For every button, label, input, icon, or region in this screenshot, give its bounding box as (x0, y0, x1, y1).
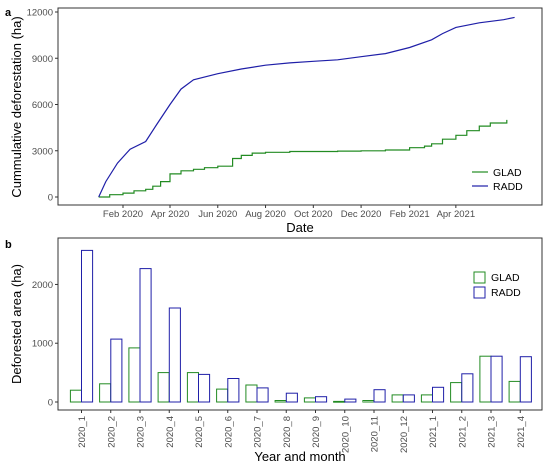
bar-radd-2020_10 (344, 398, 357, 403)
bar-radd-2020_1 (81, 249, 94, 403)
bar-radd-2020_8 (285, 392, 298, 403)
b-x-tick-label: 2021_2 (457, 416, 468, 448)
series-line-radd (98, 16, 515, 198)
bar-glad-2020_1 (69, 389, 83, 403)
b-x-tick-label: 2020_2 (106, 416, 117, 448)
bar-glad-2020_8 (274, 400, 287, 403)
legend-label-glad: GLAD (491, 272, 520, 284)
bar-glad-2020_5 (186, 372, 199, 403)
bar-glad-2020_6 (216, 388, 229, 403)
a-x-tick-label: Jun 2020 (198, 209, 237, 220)
bar-glad-2020_11 (362, 400, 375, 403)
panel-b-series (69, 249, 532, 403)
panel-a-frame (57, 7, 543, 206)
legend-key-glad (473, 271, 486, 284)
panel-a-series (98, 16, 515, 198)
bar-glad-2020_10 (333, 400, 346, 403)
bar-glad-2020_4 (157, 372, 170, 403)
panel-b-y-axis-title: Deforested area (ha) (9, 264, 24, 384)
a-x-tick-label: Feb 2021 (390, 209, 430, 220)
bar-radd-2021_4 (519, 356, 532, 403)
a-y-tick-label: 0 (48, 193, 53, 204)
a-x-tick-label: Feb 2020 (103, 209, 143, 220)
bar-radd-2020_3 (139, 268, 152, 403)
bar-radd-2020_7 (256, 387, 269, 403)
a-x-tick-label: Oct 2020 (294, 209, 333, 220)
b-x-tick-label: 2020_3 (136, 416, 147, 448)
a-x-tick-label: Apr 2020 (151, 209, 190, 220)
bar-radd-2020_2 (110, 338, 123, 403)
panel-b-tag: b (5, 239, 12, 251)
bar-radd-2020_12 (402, 394, 415, 403)
b-x-tick-label: 2020_11 (370, 416, 381, 452)
bar-radd-2020_9 (315, 396, 328, 403)
panel-a-line-chart: a 0 3000 6000 9000 12000 Feb 2020 Apr 2020 Jun… (5, 7, 543, 235)
bar-glad-2021_4 (508, 380, 521, 403)
legend-label-glad: GLAD (493, 167, 522, 179)
bar-radd-2020_4 (168, 307, 181, 403)
bar-radd-2021_2 (461, 373, 474, 403)
panel-a-legend: GLAD RADD (472, 167, 523, 193)
series-line-glad (98, 119, 508, 198)
bar-glad-2020_2 (99, 383, 112, 403)
b-x-tick-label: 2021_4 (516, 416, 527, 448)
bar-glad-2020_9 (303, 397, 316, 403)
bar-glad-2021_3 (479, 355, 492, 403)
b-x-tick-label: 2020_12 (399, 416, 410, 453)
b-x-tick-label: 2020_10 (340, 416, 351, 453)
panel-b-y-axis: 0 1000 2000 (32, 280, 58, 409)
a-y-tick-label: 3000 (32, 146, 53, 157)
bar-glad-2020_7 (245, 384, 258, 403)
legend-label-radd: RADD (491, 287, 521, 299)
b-x-tick-label: 2020_1 (77, 416, 88, 448)
b-x-tick-label: 2020_7 (253, 416, 264, 448)
panel-b-x-axis: 2020_1 2020_2 2020_3 2020_4 2020_5 2020_6 2020… (77, 410, 527, 453)
panel-b-x-axis-title: Year and month (254, 449, 345, 464)
bar-glad-2021_1 (420, 394, 433, 403)
panel-a-y-axis-title: Cummulative deforestation (ha) (9, 16, 24, 197)
panel-b-legend: GLAD RADD (473, 271, 521, 299)
b-y-tick-label: 1000 (32, 339, 53, 350)
panel-a-tag: a (5, 7, 12, 19)
bar-radd-2020_5 (198, 373, 211, 403)
panel-a-y-axis: 0 3000 6000 9000 12000 (27, 8, 58, 204)
b-x-tick-label: 2020_8 (282, 416, 293, 448)
bar-radd-2020_6 (227, 378, 240, 403)
panel-b-frame (57, 237, 543, 411)
bar-glad-2021_2 (450, 382, 463, 403)
b-x-tick-label: 2020_4 (165, 416, 176, 448)
bar-glad-2020_3 (128, 347, 141, 403)
b-x-tick-label: 2020_5 (194, 416, 205, 448)
bar-radd-2021_1 (432, 386, 445, 403)
legend-label-radd: RADD (493, 181, 523, 193)
a-y-tick-label: 6000 (32, 100, 53, 111)
a-y-tick-label: 12000 (27, 8, 53, 19)
legend-key-radd (473, 286, 486, 299)
b-x-tick-label: 2020_6 (223, 416, 234, 448)
a-x-tick-label: Aug 2020 (245, 209, 286, 220)
b-x-tick-label: 2021_3 (487, 416, 498, 448)
a-x-tick-label: Dec 2020 (341, 209, 382, 220)
b-y-tick-label: 0 (48, 398, 53, 409)
bar-radd-2020_11 (373, 389, 386, 403)
b-x-tick-label: 2020_9 (311, 416, 322, 448)
bar-radd-2021_3 (490, 355, 503, 403)
a-y-tick-label: 9000 (32, 54, 53, 65)
bar-glad-2020_12 (391, 394, 404, 403)
b-y-tick-label: 2000 (32, 280, 53, 291)
a-x-tick-label: Apr 2021 (437, 209, 476, 220)
panel-a-x-axis: Feb 2020 Apr 2020 Jun 2020 Aug 2020 Oct 2020… (103, 205, 475, 220)
b-x-tick-label: 2021_1 (428, 416, 439, 448)
panel-a-x-axis-title: Date (286, 220, 313, 235)
